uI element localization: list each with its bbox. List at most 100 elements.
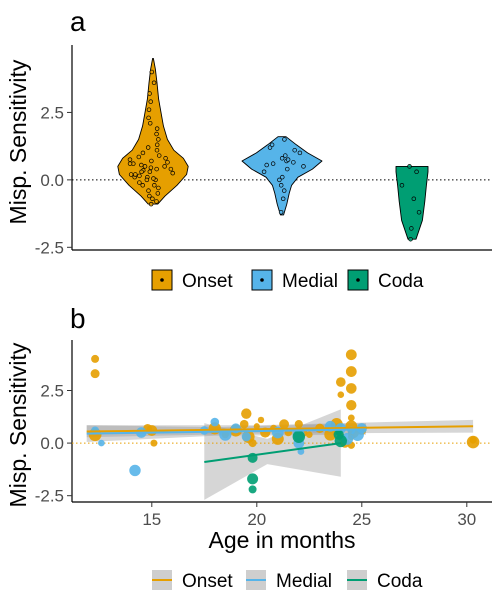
violin-point-onset (128, 172, 134, 177)
violin-point-onset (146, 107, 152, 112)
panel-b: b Misp. Sensitivity Age in months -2.5 0.… (5, 303, 492, 592)
panel-b-y-tick-label: 0.0 (40, 434, 64, 453)
scatter-point-onset (248, 439, 257, 448)
violin-point-medial (282, 137, 287, 142)
scatter-point-onset (336, 377, 346, 387)
violin-point-medial (291, 160, 296, 165)
legend-label-medial: Medial (282, 271, 338, 292)
panel-b-legend: Onset Medial Coda (152, 570, 423, 592)
scatter-point-coda (248, 485, 257, 494)
scatter-point-onset (91, 354, 100, 363)
violin-point-onset (154, 126, 160, 131)
violin-point-onset (139, 162, 144, 168)
violin-point-onset (147, 169, 153, 175)
scatter-point-onset (239, 419, 249, 429)
panel-b-x-tick-label: 15 (142, 510, 161, 529)
scatter-point-coda (247, 473, 259, 485)
scatter-point-onset (347, 414, 355, 422)
violin-point-onset (168, 166, 174, 172)
panel-b-y-tick-label: -2.5 (35, 487, 64, 506)
violin-point-onset (133, 172, 138, 177)
scatter-point-onset (337, 391, 345, 399)
violin-point-onset (146, 188, 151, 193)
scatter-point-medial (210, 417, 220, 427)
violin-point-medial (277, 177, 282, 183)
violin-point-onset (140, 183, 145, 188)
panel-a-label: a (70, 6, 86, 37)
violin-point-onset (139, 169, 144, 175)
fit-line-medial (86, 428, 367, 435)
legend-key-dot (260, 278, 264, 282)
scatter-point-medial (241, 432, 251, 442)
panel-a-plot-area: -2.5 0.0 2.5 (35, 45, 492, 257)
violin-point-medial (270, 161, 276, 166)
scatter-point-onset (294, 420, 303, 429)
panel-b-y-axis-label: Misp. Sensitivity (5, 342, 31, 507)
violin-point-onset (156, 185, 161, 191)
violin-point-medial (264, 162, 269, 168)
violin-point-onset (149, 69, 155, 75)
violin-point-onset (170, 170, 175, 176)
violin-point-coda (408, 236, 413, 242)
scatter-point-coda (292, 430, 305, 443)
violin-point-onset (162, 164, 167, 169)
panel-b-x-tick-label: 30 (457, 510, 476, 529)
violin-point-coda (407, 164, 412, 169)
scatter-point-onset (279, 419, 289, 430)
violin-point-coda (416, 209, 422, 215)
scatter-point-onset (241, 408, 252, 419)
violin-point-medial (285, 157, 291, 162)
violin-point-onset (145, 145, 151, 150)
legend-label-onset: Onset (182, 571, 233, 592)
legend-label-coda: Coda (377, 571, 423, 592)
fit-line-coda (204, 442, 341, 464)
panel-a: a Misp. Sensitivity -2.5 0.0 2.5 Onset Medi… (5, 6, 492, 292)
violin-point-onset (147, 91, 152, 96)
panel-a-legend: Onset Medial Coda (151, 269, 424, 292)
violin-point-onset (144, 177, 150, 183)
violin-point-onset (155, 191, 161, 196)
scatter-point-onset (324, 428, 337, 441)
scatter-point-medial (98, 439, 105, 447)
violin-point-medial (279, 156, 285, 161)
scatter-point-onset (466, 435, 480, 449)
violin-point-coda (411, 196, 417, 202)
violin-point-medial (280, 196, 286, 202)
violin-point-onset (163, 156, 168, 161)
violin-point-medial (285, 166, 290, 172)
violin-point-onset (146, 115, 151, 121)
panel-b-x-axis-label: Age in months (208, 527, 355, 553)
violin-point-onset (148, 99, 153, 104)
panel-b-x-tick-label: 20 (247, 510, 266, 529)
panel-b-y-tick-label: 2.5 (40, 381, 64, 400)
panel-a-y-tick-label: 0.0 (40, 171, 64, 190)
confidence-band-coda (204, 409, 341, 500)
violin-onset (117, 58, 189, 205)
violin-point-coda (409, 226, 414, 231)
violin-point-onset (150, 196, 155, 202)
panel-b-label: b (70, 303, 86, 334)
violin-point-coda (399, 183, 405, 188)
violin-point-onset (142, 164, 148, 169)
panel-a-y-tick-label: -2.5 (35, 238, 64, 257)
violin-point-medial (283, 153, 288, 158)
panel-b-plot-area: -2.5 0.0 2.5 15 20 25 30 (35, 340, 492, 529)
legend-label-onset: Onset (182, 271, 233, 292)
violin-point-onset (151, 80, 157, 86)
violin-point-medial (292, 147, 297, 153)
violin-point-medial (297, 150, 303, 156)
scatter-point-onset (346, 400, 357, 411)
violin-point-onset (148, 201, 154, 207)
violin-point-onset (147, 193, 152, 199)
scatter-point-onset (306, 431, 313, 438)
violin-point-onset (154, 142, 160, 148)
panel-a-y-axis-label: Misp. Sensitivity (5, 59, 31, 224)
violin-point-onset (137, 180, 142, 185)
scatter-point-onset (345, 366, 357, 377)
violin-point-onset (140, 150, 146, 156)
violin-point-onset (127, 157, 133, 162)
violin-point-onset (152, 183, 157, 188)
violin-point-onset (156, 137, 161, 142)
fit-line-onset (86, 425, 474, 433)
